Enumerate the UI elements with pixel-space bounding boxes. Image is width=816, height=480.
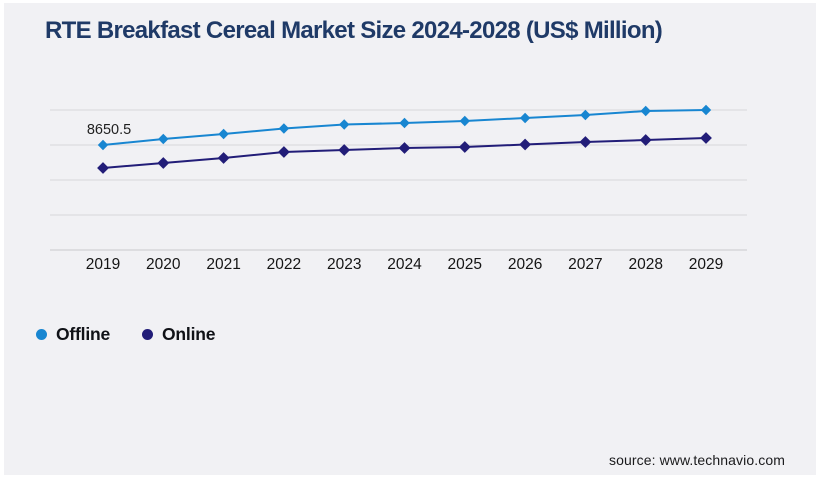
data-point-marker-online-2026	[519, 138, 531, 151]
x-axis-label: 2022	[267, 256, 301, 273]
data-point-marker-offline-2020	[158, 133, 169, 145]
data-point-marker-offline-2028	[640, 105, 651, 117]
legend-label: Offline	[56, 324, 111, 344]
data-point-marker-online-2022	[278, 146, 290, 158]
data-point-marker-offline-2023	[339, 119, 350, 130]
data-point-marker-online-2019	[97, 162, 109, 174]
data-point-marker-online-2029	[700, 132, 712, 144]
data-point-marker-offline-2025	[459, 115, 470, 127]
legend-dot-icon	[36, 329, 47, 340]
data-point-marker-offline-2027	[580, 109, 591, 121]
data-label-offline-2019: 8650.5	[87, 122, 131, 138]
legend-item-online: Online	[142, 324, 215, 345]
x-axis-label: 2028	[628, 256, 662, 273]
page-title: RTE Breakfast Cereal Market Size 2024-20…	[45, 17, 663, 44]
x-axis-label: 2029	[689, 256, 723, 273]
legend-dot-icon	[142, 329, 154, 340]
data-point-marker-offline-2026	[519, 112, 531, 124]
x-axis-label: 2025	[448, 256, 482, 273]
data-point-marker-offline-2022	[278, 123, 290, 134]
x-axis-label: 2019	[86, 256, 120, 273]
x-axis-label: 2026	[508, 256, 542, 273]
legend-label: Online	[162, 324, 216, 344]
source-text: source: www.technavio.com	[608, 452, 785, 468]
data-point-marker-online-2027	[579, 136, 592, 148]
data-point-marker-offline-2029	[700, 104, 712, 116]
x-axis-label: 2027	[568, 256, 602, 273]
data-point-marker-offline-2019	[97, 139, 109, 151]
data-point-marker-offline-2021	[218, 128, 229, 140]
x-axis-label: 2020	[146, 256, 181, 273]
legend: Offline Online	[36, 324, 215, 345]
data-point-marker-online-2023	[338, 144, 351, 156]
x-axis-label: 2021	[206, 256, 240, 273]
data-point-marker-online-2025	[458, 141, 471, 153]
data-point-marker-online-2028	[639, 134, 652, 146]
x-axis-label: 2024	[387, 256, 422, 273]
chart-canvas-background	[4, 3, 816, 475]
data-point-marker-online-2020	[157, 157, 170, 169]
data-point-marker-offline-2024	[399, 117, 410, 129]
data-point-marker-online-2021	[217, 152, 230, 164]
x-axis-label: 2023	[327, 256, 361, 273]
legend-item-offline: Offline	[36, 324, 110, 345]
data-point-marker-online-2024	[398, 142, 411, 154]
